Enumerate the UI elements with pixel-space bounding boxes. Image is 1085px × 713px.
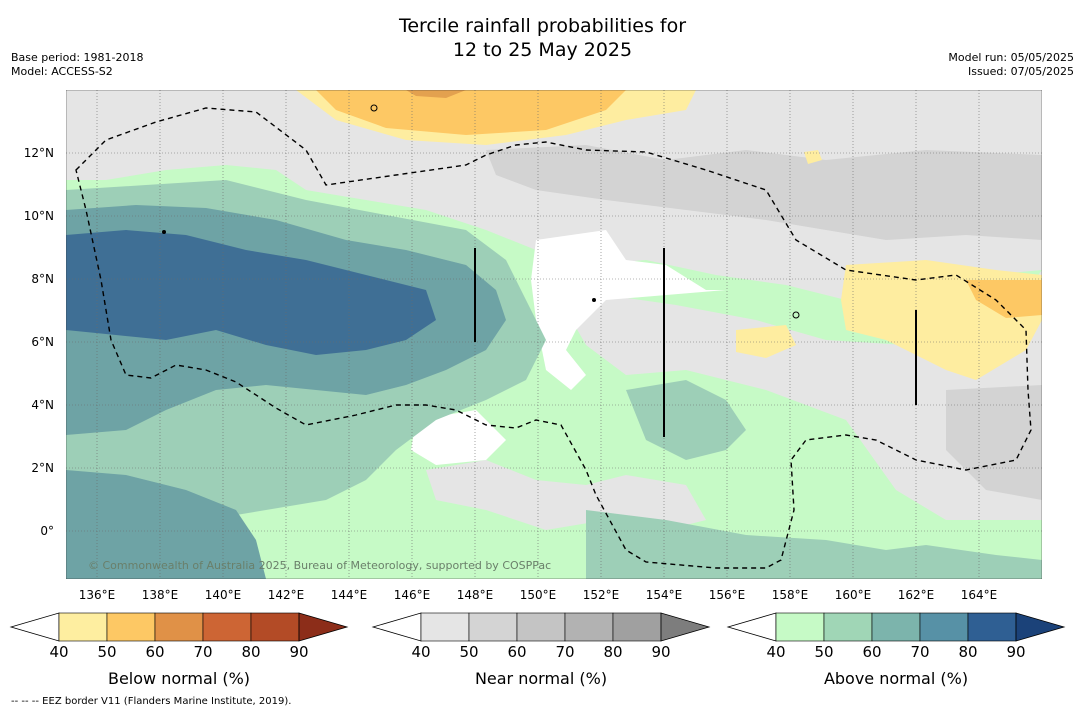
- above-normal-80-west: [66, 230, 436, 355]
- near-normal-darker-east: [946, 385, 1042, 500]
- lat-label: 10°N: [23, 209, 54, 223]
- lat-label: 4°N: [31, 398, 54, 412]
- cb-near-tick: 80: [603, 643, 623, 661]
- above-normal-60-southeast: [586, 510, 1042, 579]
- eez-border: [75, 107, 1032, 569]
- colorbars: [9, 612, 1066, 642]
- copyright-text: © Commonwealth of Australia 2025, Bureau…: [88, 559, 552, 572]
- cb-below-extend-low: [9, 612, 60, 642]
- near-normal-region-south: [426, 460, 706, 530]
- cb-below-tick: 90: [289, 643, 309, 661]
- lon-label: 156°E: [708, 588, 746, 602]
- lon-label: 160°E: [834, 588, 872, 602]
- lon-label: 146°E: [393, 588, 431, 602]
- cb-above-tick: 60: [862, 643, 882, 661]
- lon-label: 140°E: [204, 588, 242, 602]
- title-line-1: Tercile rainfall probabilities for: [398, 15, 687, 37]
- model-run: Model run: 05/05/2025: [948, 51, 1074, 64]
- island-marker: [592, 298, 596, 302]
- issued-date: Issued: 07/05/2025: [967, 65, 1074, 78]
- cb-near-tick: 70: [555, 643, 575, 661]
- island-marker: [162, 230, 166, 234]
- cb-near-label: Near normal (%): [474, 669, 608, 688]
- cb-above-tick: 50: [814, 643, 834, 661]
- cb-near-swatch: [420, 612, 470, 642]
- below-normal-70-north: [406, 90, 466, 98]
- near-normal-region-north: [66, 90, 1042, 300]
- cb-above-swatch: [919, 612, 969, 642]
- lon-label: 152°E: [582, 588, 620, 602]
- base-period: Base period: 1981-2018: [11, 51, 144, 64]
- cb-below-tick: 50: [97, 643, 117, 661]
- lon-label: 158°E: [771, 588, 809, 602]
- cb-above-tick: 80: [958, 643, 978, 661]
- cb-near-swatch: [612, 612, 662, 642]
- lon-label: 144°E: [330, 588, 368, 602]
- cb-above-swatch: [871, 612, 921, 642]
- lon-label: 154°E: [645, 588, 683, 602]
- cb-near-tick: 60: [507, 643, 527, 661]
- near-normal-region-east: [566, 270, 1042, 520]
- cb-below-swatch: [154, 612, 204, 642]
- model-name: Model: ACCESS-S2: [11, 65, 113, 78]
- cb-below-swatch: [202, 612, 252, 642]
- cb-below-tick: 40: [49, 643, 69, 661]
- cb-above-extend-low: [726, 612, 777, 642]
- lon-label: 142°E: [267, 588, 305, 602]
- cb-near-tick: 90: [651, 643, 671, 661]
- island-marker: [370, 104, 378, 112]
- cb-below-swatch: [58, 612, 108, 642]
- lon-label: 164°E: [960, 588, 998, 602]
- lat-label: 6°N: [31, 335, 54, 349]
- lat-label: 8°N: [31, 272, 54, 286]
- cb-above-swatch: [775, 612, 825, 642]
- lon-label: 136°E: [78, 588, 116, 602]
- title-line-2: 12 to 25 May 2025: [452, 39, 633, 61]
- lat-label: 0°: [40, 524, 54, 538]
- lon-label: 150°E: [519, 588, 557, 602]
- cb-below-extend-high: [298, 612, 349, 642]
- neutral-patch-center: [531, 230, 726, 390]
- cb-near-swatch: [564, 612, 614, 642]
- lon-label: 138°E: [141, 588, 179, 602]
- cb-below-tick: 70: [193, 643, 213, 661]
- lon-label: 162°E: [897, 588, 935, 602]
- cb-below-swatch: [250, 612, 300, 642]
- above-normal-70-southwest: [66, 470, 266, 579]
- cb-near-tick: 40: [411, 643, 431, 661]
- rainfall-probability-map: [66, 90, 1042, 579]
- cb-below-tick: 80: [241, 643, 261, 661]
- cb-above-swatch: [967, 612, 1017, 642]
- cb-near-extend-low: [371, 612, 422, 642]
- lon-label: 148°E: [456, 588, 494, 602]
- cb-above-extend-high: [1015, 612, 1066, 642]
- lat-label: 12°N: [23, 146, 54, 160]
- cb-above-swatch: [823, 612, 873, 642]
- cb-below-tick: 60: [145, 643, 165, 661]
- lat-label: 2°N: [31, 461, 54, 475]
- cb-above-label: Above normal (%): [823, 669, 969, 688]
- cb-near-tick: 50: [459, 643, 479, 661]
- cb-above-tick: 90: [1006, 643, 1026, 661]
- island-marker: [792, 311, 800, 319]
- below-normal-60-north: [316, 90, 626, 135]
- cb-near-swatch: [468, 612, 518, 642]
- cb-near-extend-high: [660, 612, 711, 642]
- cb-above-tick: 40: [766, 643, 786, 661]
- eez-footnote: -- -- -- EEZ border V11 (Flanders Marine…: [11, 696, 292, 707]
- below-normal-50-small: [736, 325, 796, 358]
- cb-near-swatch: [516, 612, 566, 642]
- cb-above-tick: 70: [910, 643, 930, 661]
- graticule: [66, 90, 1042, 579]
- below-normal-60-east: [966, 280, 1042, 318]
- below-normal-50-dot: [804, 150, 822, 164]
- cb-below-swatch: [106, 612, 156, 642]
- cb-below-label: Below normal (%): [107, 669, 251, 688]
- above-normal-60-east: [626, 380, 746, 460]
